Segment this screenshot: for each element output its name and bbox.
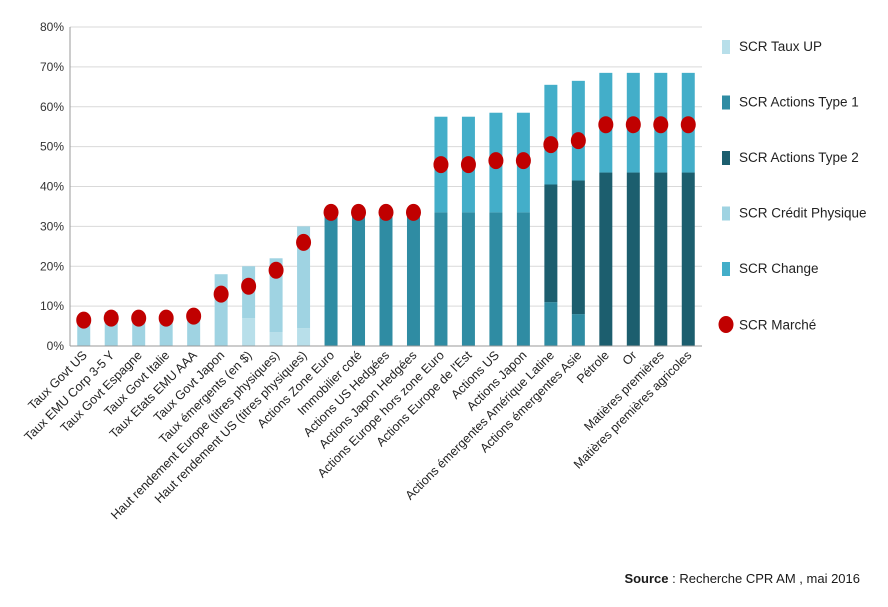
y-tick-label: 10%: [40, 299, 64, 313]
bar-segment: [297, 226, 311, 329]
scr-marche-marker: [186, 307, 202, 325]
bar-segment: [461, 212, 475, 346]
scr-marche-marker: [76, 311, 92, 329]
scr-marche-marker: [625, 116, 641, 134]
legend-swatch: [722, 95, 730, 110]
scr-marche-marker: [158, 309, 174, 327]
scr-marche-marker: [680, 116, 696, 134]
y-tick-label: 30%: [40, 219, 64, 233]
legend-marker: [718, 316, 734, 333]
scr-marche-marker: [488, 152, 504, 170]
x-tick-label: Or: [620, 348, 640, 368]
legend-label: SCR Actions Type 2: [739, 150, 859, 165]
legend-label: SCR Taux UP: [739, 39, 822, 54]
legend-label: SCR Crédit Physique: [739, 206, 867, 221]
bar-segment: [406, 214, 420, 346]
scr-marche-marker: [543, 136, 559, 154]
legend-swatch: [722, 206, 730, 221]
source-text: : Recherche CPR AM , mai 2016: [668, 571, 860, 586]
bar-segment: [269, 332, 283, 346]
scr-marche-marker: [131, 309, 147, 327]
bar-segment: [544, 84, 558, 185]
scr-marche-marker: [323, 203, 339, 221]
scr-marche-marker: [103, 309, 119, 327]
scr-marche-marker: [515, 152, 531, 170]
scr-marche-marker: [296, 233, 312, 251]
bar-segment: [544, 184, 558, 303]
legend-swatch: [722, 262, 730, 276]
bar-segment: [324, 214, 338, 346]
y-tick-label: 20%: [40, 259, 64, 273]
scr-marche-marker: [213, 285, 229, 303]
y-tick-label: 50%: [40, 140, 64, 154]
bar-segment: [516, 212, 530, 346]
bar-segment: [654, 172, 668, 346]
scr-marche-marker: [460, 156, 476, 174]
bar-segment: [242, 318, 256, 346]
legend-swatch: [722, 151, 730, 165]
legend-swatch: [722, 40, 730, 54]
scr-marche-marker: [598, 116, 614, 134]
bar-segment: [571, 314, 585, 346]
legend-label: SCR Change: [739, 261, 819, 276]
bar-segment: [571, 80, 585, 181]
scr-marche-marker: [653, 116, 669, 134]
gridlines: [70, 26, 702, 347]
scr-marche-marker: [351, 203, 367, 221]
market-markers: [76, 116, 696, 329]
legend-label: SCR Marché: [739, 318, 816, 333]
bar-segment: [159, 322, 173, 346]
y-tick-label: 0%: [47, 339, 65, 353]
y-tick-label: 80%: [40, 20, 64, 34]
bar-segment: [599, 172, 613, 346]
bar-segment: [489, 212, 503, 346]
scr-marche-marker: [405, 203, 421, 221]
bar-segment: [132, 320, 146, 346]
bar-segment: [214, 274, 228, 346]
bar-segment: [434, 212, 448, 346]
scr-marche-marker: [570, 132, 586, 150]
legend-label: SCR Actions Type 1: [739, 95, 859, 110]
source-label: Source: [624, 571, 669, 586]
y-tick-label: 60%: [40, 100, 64, 114]
y-tick-label: 40%: [40, 180, 64, 194]
legend: SCR Taux UP SCR Actions Type 1 SCR Actions…: [718, 39, 867, 333]
y-tick-label: 70%: [40, 60, 64, 74]
bar-segment: [379, 214, 393, 346]
scr-marche-marker: [433, 156, 449, 174]
bar-segment: [571, 180, 585, 315]
bar-segment: [544, 302, 558, 346]
source-note: Source : Recherche CPR AM , mai 2016: [624, 571, 860, 586]
scr-marche-marker: [241, 277, 257, 295]
scr-marche-marker: [378, 203, 394, 221]
bar-segment: [352, 214, 366, 346]
bar-segment: [626, 172, 640, 346]
scr-marche-marker: [268, 261, 284, 279]
bar-segment: [681, 172, 695, 346]
bar-segment: [297, 328, 311, 346]
